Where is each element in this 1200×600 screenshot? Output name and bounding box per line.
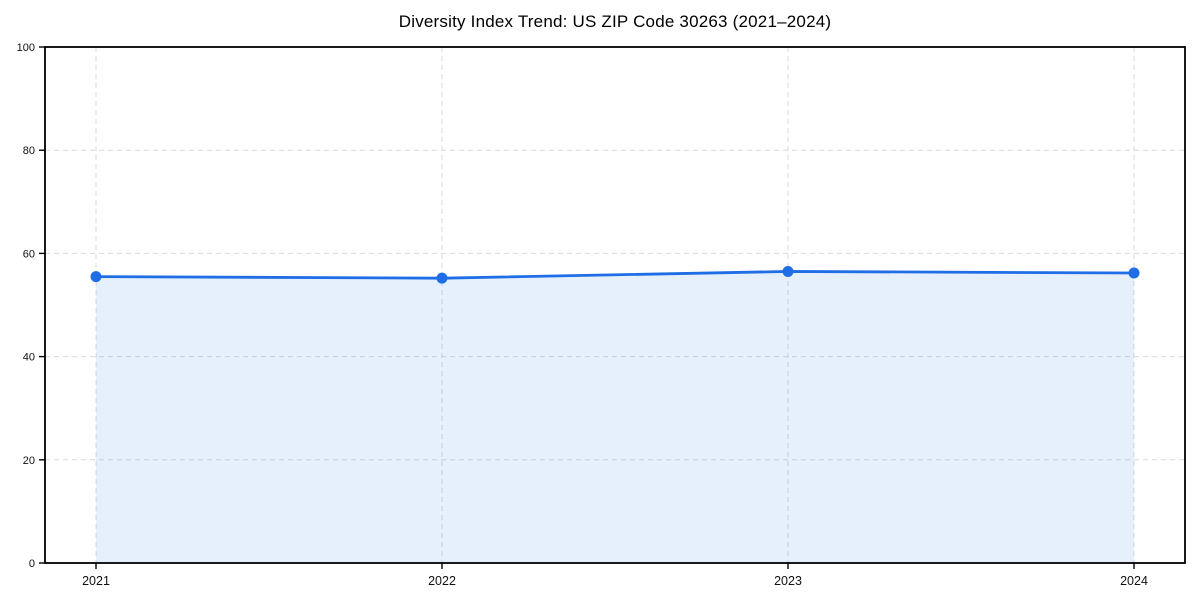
x-tick-label: 2024 [1120,574,1148,588]
y-tick-label: 100 [17,42,35,54]
x-tick-label: 2023 [774,574,802,588]
trend-line [94,270,1136,280]
axes-frame [44,46,1186,564]
x-tick-label: 2022 [428,574,456,588]
y-tick-label: 20 [23,455,35,467]
chart-title: Diversity Index Trend: US ZIP Code 30263… [398,12,832,31]
y-tick-label: 40 [23,352,35,364]
data-point-marker [436,272,448,284]
y-tick-label: 60 [23,248,35,260]
data-point-marker [1128,267,1140,279]
y-tick-label: 0 [29,558,35,570]
data-point-marker [90,271,102,283]
area-fill [96,271,1134,563]
y-tick-label: 80 [23,145,35,157]
data-point-marker [782,265,794,277]
x-tick-label: 2021 [82,574,110,588]
